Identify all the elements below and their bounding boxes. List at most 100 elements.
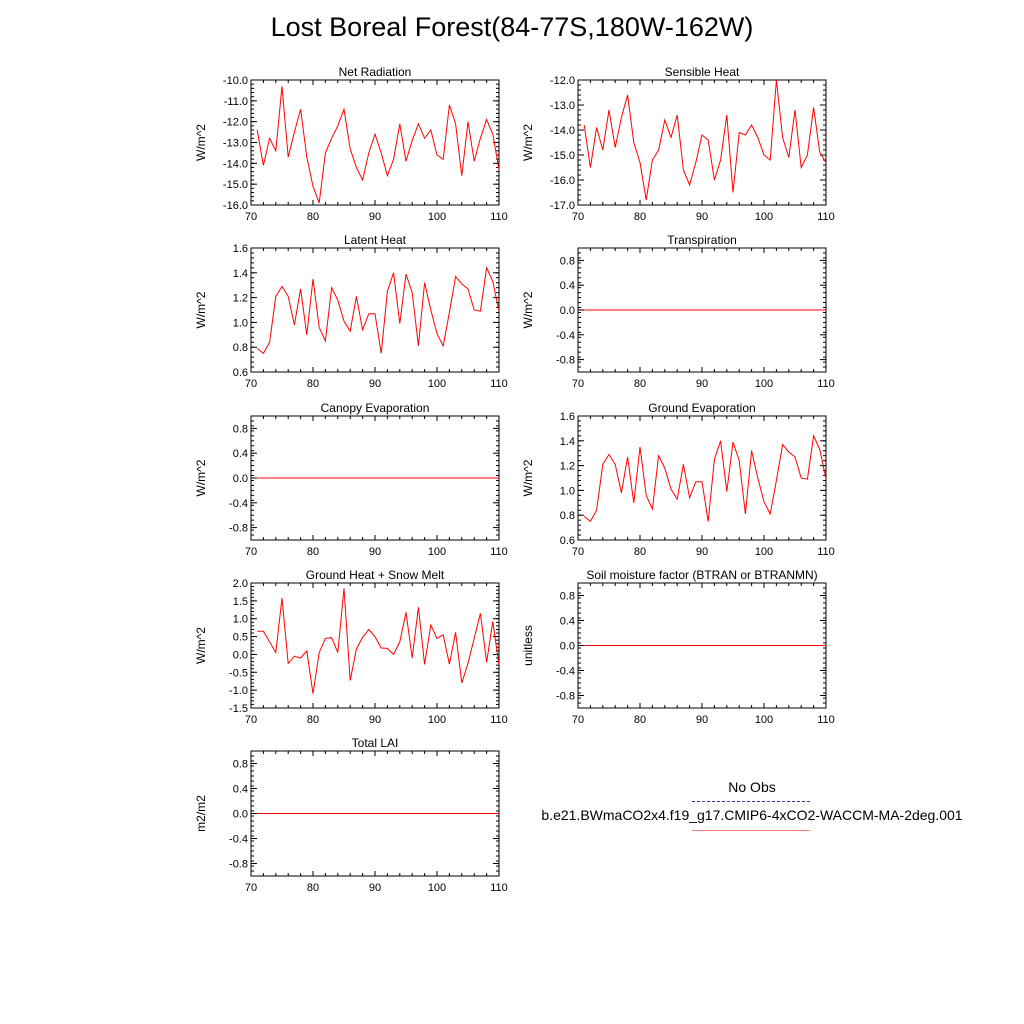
y-tick-label: 0.4 xyxy=(560,616,575,628)
panel-title: Ground Evaporation xyxy=(648,401,755,415)
y-tick-label: 0.0 xyxy=(233,649,248,661)
y-tick-label: 1.5 xyxy=(233,596,248,608)
x-tick-label: 80 xyxy=(307,546,319,558)
panel-4: 70 80 90 100 110 -0.8 -0.4 0.0 0.4 0.8 Canopy Evap… xyxy=(194,401,508,558)
y-tick-label: -10.0 xyxy=(223,75,248,87)
y-tick-label: -15.0 xyxy=(550,150,575,162)
x-tick-label: 80 xyxy=(634,714,646,726)
y-tick-label: -0.4 xyxy=(556,330,575,342)
y-tick-label: -1.5 xyxy=(229,703,248,715)
x-tick-label: 80 xyxy=(634,546,646,558)
x-tick-label: 100 xyxy=(755,546,773,558)
panel-title: Transpiration xyxy=(667,233,737,247)
y-tick-label: -0.4 xyxy=(229,498,248,510)
legend-line-no-obs xyxy=(692,801,810,802)
x-tick-label: 90 xyxy=(369,882,381,894)
y-tick-label: -17.0 xyxy=(550,200,575,212)
y-tick-label: -14.0 xyxy=(223,158,248,170)
panel-title: Net Radiation xyxy=(339,65,412,79)
y-axis-label: m2/m2 xyxy=(194,795,208,832)
x-tick-label: 80 xyxy=(634,211,646,223)
y-tick-label: 1.6 xyxy=(560,411,575,423)
panel-0: 70 80 90 100 110 -16.0 -15.0 -14.0 -13.0 -12.0 -11… xyxy=(194,65,508,223)
x-tick-label: 110 xyxy=(817,714,835,726)
y-tick-label: 1.4 xyxy=(560,436,575,448)
y-tick-label: 0.8 xyxy=(233,423,248,435)
x-tick-label: 90 xyxy=(696,211,708,223)
y-tick-label: 1.4 xyxy=(233,268,248,280)
x-tick-label: 100 xyxy=(428,714,446,726)
y-tick-label: -16.0 xyxy=(550,175,575,187)
y-tick-label: -0.8 xyxy=(556,691,575,703)
y-tick-label: -15.0 xyxy=(223,179,248,191)
panel-2: 70 80 90 100 110 0.6 0.8 1.0 1.2 1.4 1.6 Latent Hea… xyxy=(194,233,508,390)
panel-3: 70 80 90 100 110 -0.8 -0.4 0.0 0.4 0.8 Transpirati… xyxy=(521,233,835,390)
x-tick-label: 70 xyxy=(572,546,584,558)
y-tick-label: -0.8 xyxy=(556,355,575,367)
panel-7: 70 80 90 100 110 -0.8 -0.4 0.0 0.4 0.8 Soil moistu… xyxy=(521,568,835,726)
x-tick-label: 70 xyxy=(572,378,584,390)
x-tick-label: 110 xyxy=(817,378,835,390)
y-tick-label: 1.6 xyxy=(233,243,248,255)
y-tick-label: -16.0 xyxy=(223,200,248,212)
y-tick-label: -0.4 xyxy=(229,834,248,846)
x-tick-label: 110 xyxy=(490,211,508,223)
y-tick-label: 2.0 xyxy=(233,578,248,590)
x-tick-label: 110 xyxy=(490,714,508,726)
y-axis-label: W/m^2 xyxy=(194,124,208,161)
plot-frame xyxy=(250,582,500,709)
y-tick-label: -0.8 xyxy=(229,859,248,871)
panel-title: Canopy Evaporation xyxy=(321,401,430,415)
y-axis-label: W/m^2 xyxy=(521,459,535,496)
x-tick-label: 110 xyxy=(817,211,835,223)
x-tick-label: 100 xyxy=(428,211,446,223)
x-tick-label: 80 xyxy=(307,378,319,390)
x-tick-label: 80 xyxy=(634,378,646,390)
y-tick-label: 1.2 xyxy=(233,293,248,305)
y-tick-label: 0.8 xyxy=(560,510,575,522)
x-tick-label: 80 xyxy=(307,714,319,726)
y-tick-label: -13.0 xyxy=(550,100,575,112)
x-tick-label: 100 xyxy=(755,378,773,390)
x-tick-label: 90 xyxy=(696,714,708,726)
legend-line-model-run xyxy=(692,830,810,831)
panel-title: Total LAI xyxy=(352,736,399,750)
plot-frame xyxy=(250,79,500,206)
x-tick-label: 110 xyxy=(490,546,508,558)
series-line xyxy=(256,266,500,355)
x-tick-label: 70 xyxy=(245,714,257,726)
x-tick-label: 110 xyxy=(817,546,835,558)
y-tick-label: 0.0 xyxy=(560,305,575,317)
x-tick-label: 90 xyxy=(696,378,708,390)
panel-title: Soil moisture factor (BTRAN or BTRANMN) xyxy=(586,568,817,582)
y-axis-label: W/m^2 xyxy=(521,124,535,161)
x-tick-label: 100 xyxy=(755,211,773,223)
y-tick-label: 0.0 xyxy=(233,809,248,821)
y-axis-label: W/m^2 xyxy=(521,291,535,328)
x-tick-label: 110 xyxy=(490,378,508,390)
x-tick-label: 100 xyxy=(428,378,446,390)
plot-frame xyxy=(577,79,827,206)
y-tick-label: 0.8 xyxy=(560,255,575,267)
y-tick-label: 0.0 xyxy=(560,641,575,653)
y-tick-label: -1.0 xyxy=(229,685,248,697)
panel-8: 70 80 90 100 110 -0.8 -0.4 0.0 0.4 0.8 Total LAI m2… xyxy=(194,736,508,894)
x-tick-label: 90 xyxy=(696,546,708,558)
legend-label-no-obs: No Obs xyxy=(728,779,776,795)
series-line xyxy=(583,434,827,523)
figure-title: Lost Boreal Forest(84-77S,180W-162W) xyxy=(270,12,754,42)
y-axis-label: W/m^2 xyxy=(194,627,208,664)
panel-title: Sensible Heat xyxy=(665,65,740,79)
y-tick-label: 0.8 xyxy=(560,591,575,603)
y-axis-label: unitless xyxy=(521,625,535,666)
x-tick-label: 90 xyxy=(369,211,381,223)
panel-title: Ground Heat + Snow Melt xyxy=(306,568,445,582)
y-tick-label: -0.4 xyxy=(556,666,575,678)
x-tick-label: 80 xyxy=(307,211,319,223)
y-tick-label: -14.0 xyxy=(550,125,575,137)
x-tick-label: 70 xyxy=(572,211,584,223)
y-tick-label: 0.6 xyxy=(560,535,575,547)
y-tick-label: -12.0 xyxy=(223,117,248,129)
x-tick-label: 70 xyxy=(245,546,257,558)
y-tick-label: 0.4 xyxy=(233,448,248,460)
